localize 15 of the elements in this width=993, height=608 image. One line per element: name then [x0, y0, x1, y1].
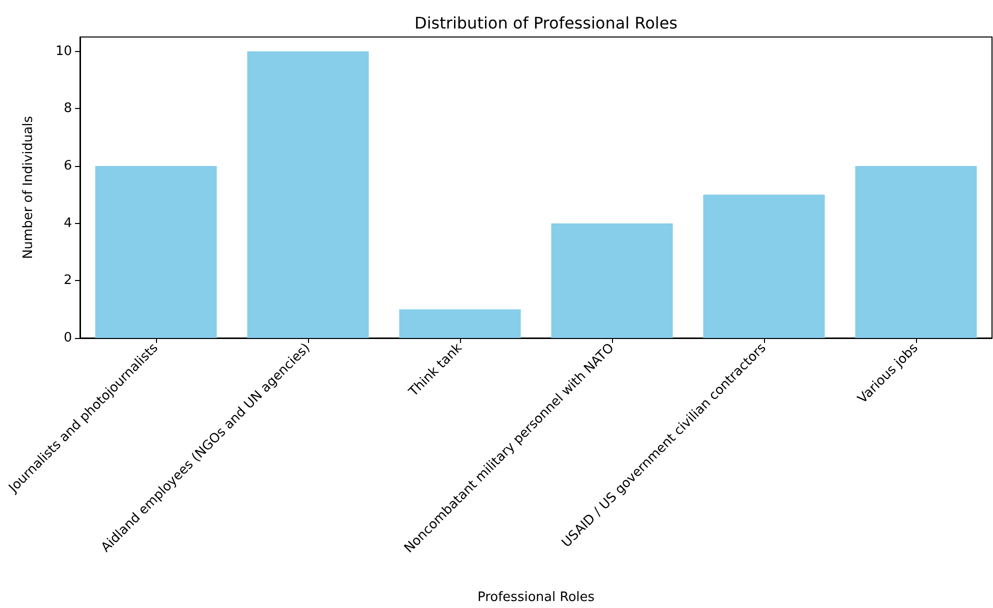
bar [399, 309, 521, 338]
chart-title: Distribution of Professional Roles [414, 14, 678, 32]
bar [703, 194, 825, 338]
y-tick-label: 6 [64, 158, 72, 174]
bar [95, 166, 217, 338]
y-tick-label: 2 [64, 273, 72, 288]
y-tick-label: 0 [64, 330, 72, 346]
y-axis-title: Number of Individuals [21, 116, 36, 260]
y-tick-label: 8 [64, 101, 72, 116]
bar [247, 51, 369, 338]
bar [855, 166, 977, 338]
y-tick-label: 10 [55, 44, 72, 59]
bar [551, 223, 673, 338]
x-axis-title: Professional Roles [477, 590, 595, 605]
y-tick-label: 4 [64, 216, 72, 231]
